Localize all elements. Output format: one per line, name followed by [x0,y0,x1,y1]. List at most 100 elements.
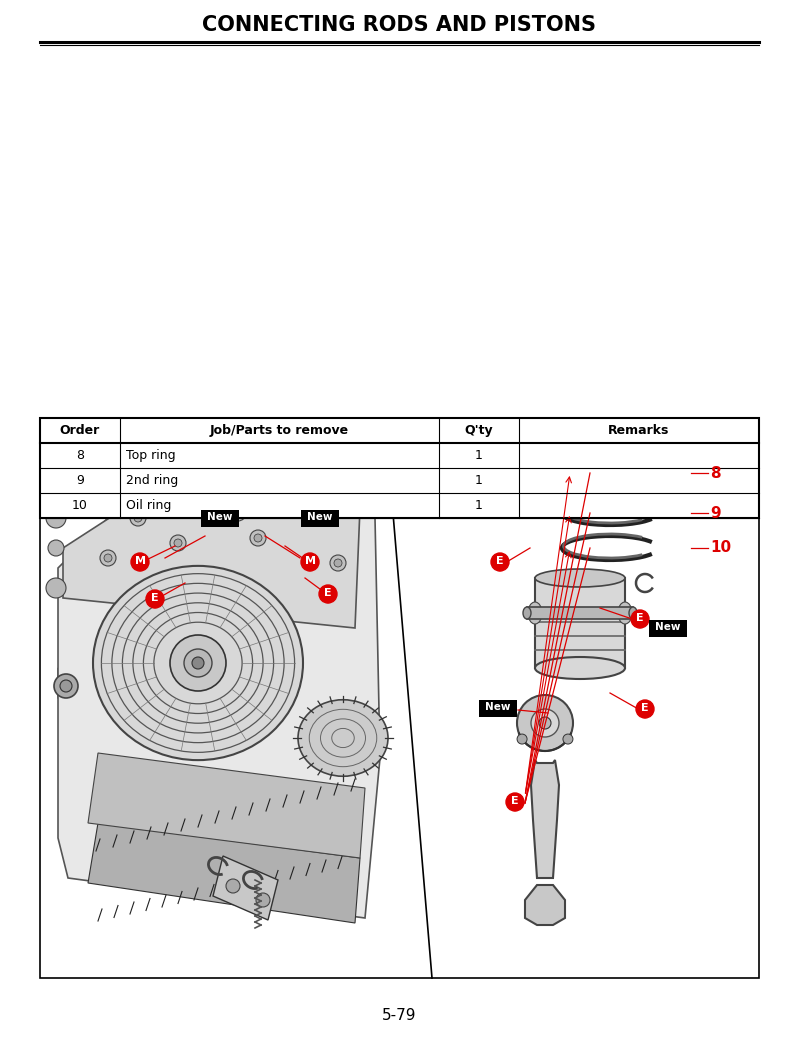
Circle shape [104,554,112,562]
Circle shape [517,695,573,751]
Text: 5-79: 5-79 [382,1008,416,1022]
Text: 10: 10 [72,499,88,512]
Circle shape [170,535,186,551]
Polygon shape [58,668,83,703]
Text: 1: 1 [475,449,483,462]
Text: Oil ring: Oil ring [125,499,171,512]
Ellipse shape [298,700,388,776]
Circle shape [517,734,527,744]
Ellipse shape [618,602,632,624]
Bar [649,620,687,636]
Ellipse shape [629,607,637,619]
Text: Job/Parts to remove: Job/Parts to remove [210,424,349,437]
Circle shape [131,553,149,571]
Text: E: E [151,593,159,603]
Polygon shape [525,885,565,925]
Polygon shape [63,493,360,628]
Polygon shape [150,599,160,609]
Circle shape [254,534,262,542]
Text: Remarks: Remarks [608,424,670,437]
Circle shape [146,590,164,608]
Polygon shape [323,594,333,604]
Polygon shape [495,562,505,572]
Text: Q'ty: Q'ty [465,424,493,437]
Bar [40,418,759,978]
Text: 10: 10 [710,541,731,555]
Circle shape [330,555,346,571]
Ellipse shape [535,569,625,587]
Circle shape [48,540,64,556]
Circle shape [631,610,649,628]
Text: 1: 1 [475,474,483,487]
Text: 2nd ring: 2nd ring [125,474,178,487]
Ellipse shape [528,602,542,624]
Circle shape [100,550,116,566]
Bar [527,607,633,619]
Bar [68,466,90,508]
Text: 2nd: 2nd [97,490,119,500]
Polygon shape [213,856,278,920]
Circle shape [130,510,146,526]
Text: E: E [496,556,504,566]
Ellipse shape [93,566,303,760]
Circle shape [170,635,226,691]
Polygon shape [88,753,365,858]
Bar [40,418,759,518]
Text: 8: 8 [710,466,721,480]
Polygon shape [510,802,520,812]
Polygon shape [635,619,645,629]
Ellipse shape [523,607,531,619]
Polygon shape [531,760,559,878]
Text: Top ring: Top ring [125,449,176,462]
Text: 20 N·m (2.0 kgf·m, 15 lb·ft): 20 N·m (2.0 kgf·m, 15 lb·ft) [130,470,292,480]
Circle shape [506,792,524,811]
Circle shape [46,508,66,528]
Text: New: New [485,702,511,712]
Circle shape [636,700,654,718]
Text: 9: 9 [710,505,721,520]
Circle shape [192,657,204,669]
Text: E: E [511,796,519,806]
Circle shape [230,505,246,521]
Polygon shape [640,709,650,719]
Text: 8: 8 [76,449,84,462]
Bar [479,700,517,717]
Circle shape [54,674,78,698]
Circle shape [174,539,182,547]
Text: New: New [207,513,233,522]
Circle shape [531,709,559,737]
Text: Removing the connecting rods and pistons: Removing the connecting rods and pistons [48,424,332,437]
Circle shape [256,893,270,907]
Circle shape [539,717,551,729]
Text: E: E [636,613,644,623]
Text: New: New [655,623,681,632]
Text: E: E [641,703,649,713]
Circle shape [226,879,240,893]
Polygon shape [135,562,145,572]
Circle shape [250,530,266,546]
Text: 1st: 1st [99,470,117,480]
Circle shape [184,649,212,677]
Circle shape [46,578,66,598]
Text: CONNECTING RODS AND PISTONS: CONNECTING RODS AND PISTONS [202,15,596,35]
Circle shape [234,509,242,517]
Polygon shape [535,578,625,668]
Text: M: M [304,556,316,566]
Polygon shape [58,488,380,918]
Circle shape [563,734,573,744]
Circle shape [134,514,142,522]
Ellipse shape [535,657,625,679]
Bar [201,510,239,526]
Text: M: M [134,556,145,566]
Text: 1: 1 [475,499,483,512]
Bar [301,510,339,526]
Circle shape [319,584,337,603]
Text: 9: 9 [76,474,84,487]
Circle shape [60,680,72,692]
Text: Specified angle 180°: Specified angle 180° [130,490,252,500]
Circle shape [491,553,509,571]
Circle shape [334,560,342,567]
Circle shape [301,553,319,571]
Bar [68,466,338,508]
Polygon shape [88,823,360,924]
